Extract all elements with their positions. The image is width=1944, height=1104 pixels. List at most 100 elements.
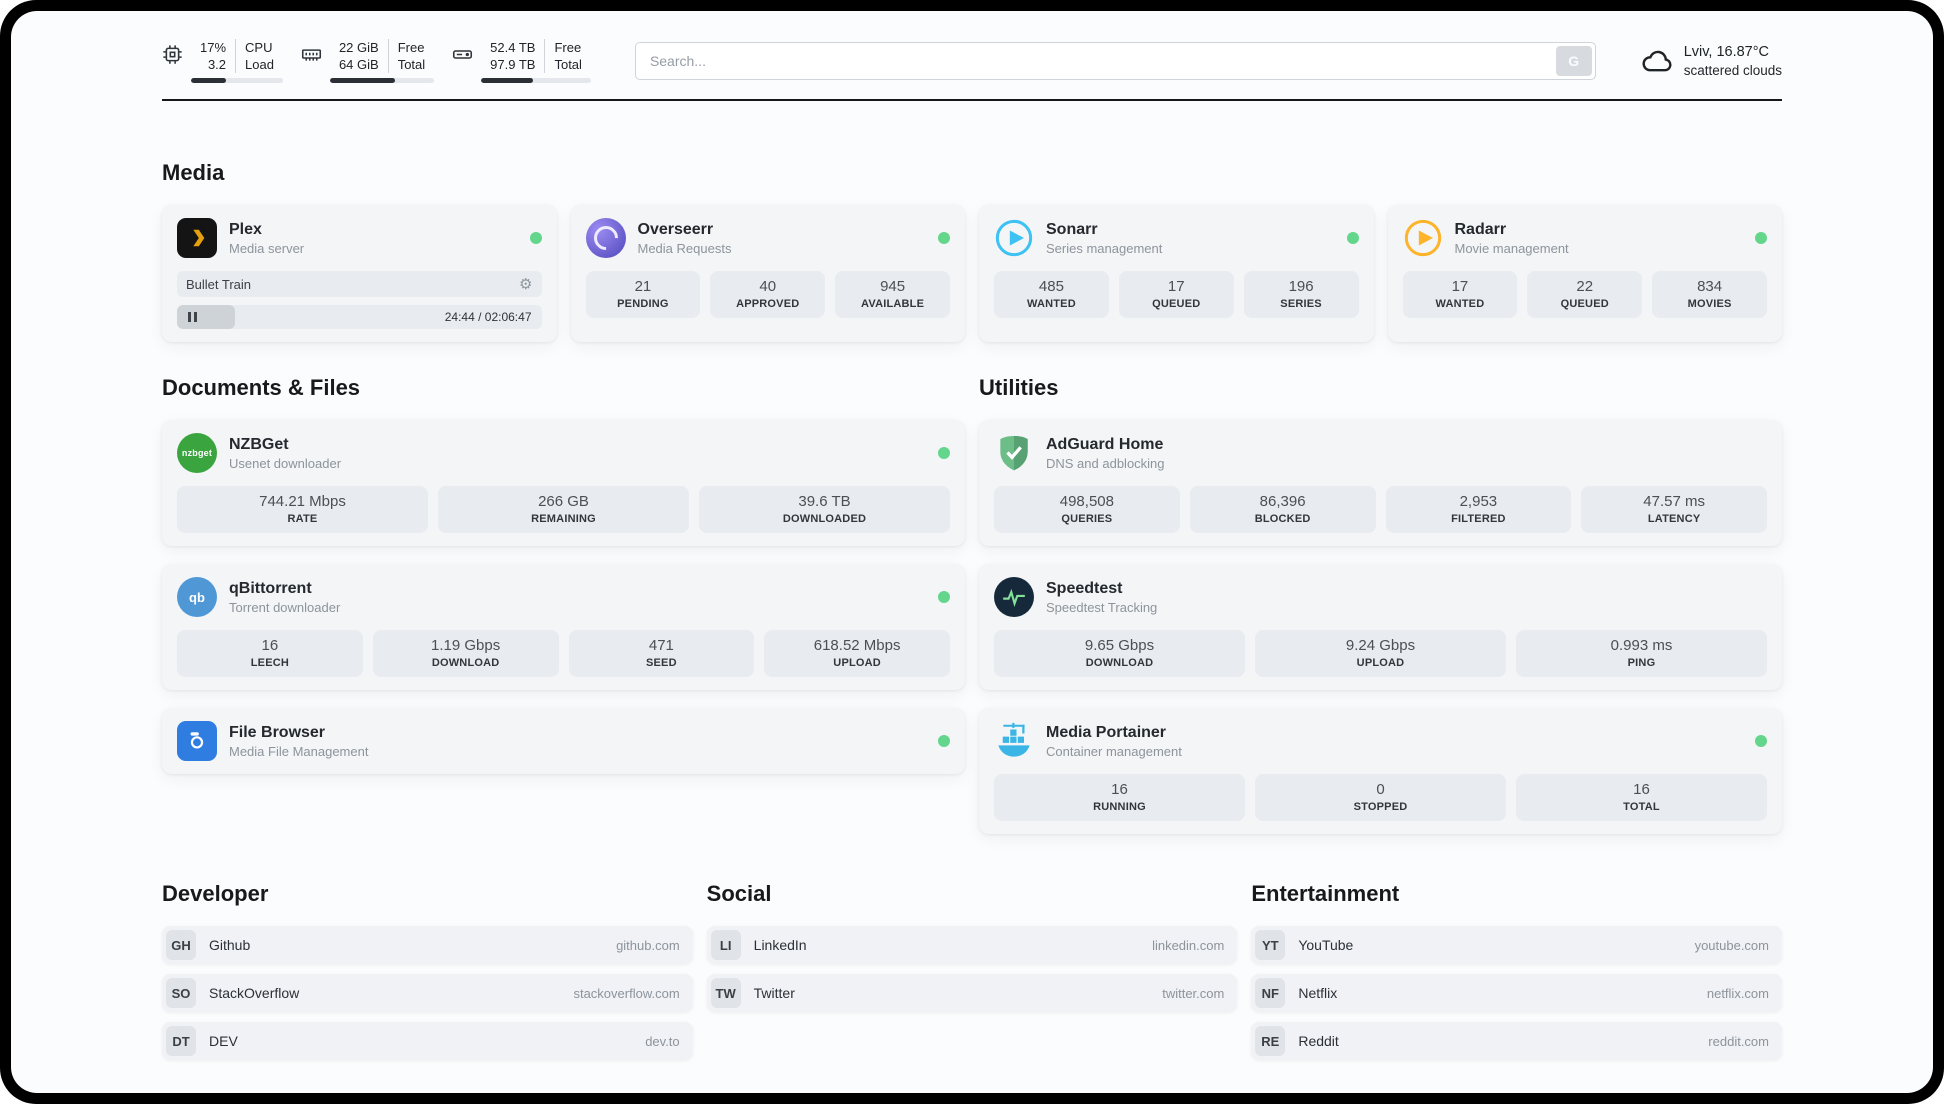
- entertainment-title: Entertainment: [1251, 881, 1400, 906]
- bookmark-stackoverflow[interactable]: SO StackOverflow stackoverflow.com: [162, 974, 693, 1012]
- app-desc: Media Requests: [637, 240, 732, 256]
- speedtest-card[interactable]: Speedtest Speedtest Tracking 9.65 Gbps DO…: [979, 564, 1782, 690]
- plex-icon: [177, 218, 217, 258]
- app-desc: Media File Management: [229, 743, 369, 759]
- bookmark-reddit[interactable]: RE Reddit reddit.com: [1251, 1022, 1782, 1060]
- stat-wanted: 485 WANTED: [994, 271, 1109, 318]
- stat-total: 16 TOTAL: [1516, 774, 1767, 821]
- ram-free-label: Free: [397, 40, 425, 55]
- disk-free-value: 52.4 TB: [490, 40, 536, 55]
- status-dot: [938, 735, 950, 747]
- adguard-card[interactable]: AdGuard Home DNS and adblocking 498,508 Q…: [979, 420, 1782, 546]
- plex-card[interactable]: Plex Media server Bullet Train ⚙ 24:44 /…: [162, 205, 557, 342]
- bookmark-linkedin[interactable]: LI LinkedIn linkedin.com: [706, 926, 1238, 964]
- entertainment-bookmarks: Entertainment YT YouTube youtube.com NF …: [1251, 880, 1782, 1060]
- app-desc: Media server: [229, 240, 305, 256]
- bookmark-name: Reddit: [1298, 1033, 1339, 1049]
- app-name: NZBGet: [229, 435, 289, 453]
- filebrowser-card[interactable]: File Browser Media File Management: [162, 708, 965, 774]
- pause-icon[interactable]: [188, 312, 197, 322]
- stat-ping: 0.993 ms PING: [1516, 630, 1767, 677]
- bookmark-github[interactable]: GH Github github.com: [162, 926, 693, 964]
- stat-queued: 17 QUEUED: [1118, 271, 1234, 318]
- app-desc: Series management: [1046, 240, 1163, 256]
- stat-download: 9.65 Gbps DOWNLOAD: [994, 630, 1245, 677]
- overseerr-icon: [585, 218, 626, 258]
- status-dot: [938, 591, 950, 603]
- bookmark-netflix[interactable]: NF Netflix netflix.com: [1251, 974, 1782, 1012]
- disk-progress-bar: [481, 78, 591, 83]
- now-playing-title: Bullet Train: [186, 276, 252, 292]
- stat-pending: 21 PENDING: [585, 271, 701, 318]
- bookmark-url: dev.to: [645, 1033, 680, 1049]
- qbittorrent-icon: qb: [177, 577, 217, 617]
- ram-free-value: 22 GiB: [338, 40, 379, 55]
- search-engine-button[interactable]: G: [1555, 46, 1592, 76]
- stat-running: 16 RUNNING: [994, 774, 1245, 821]
- dashboard: 17% 3.2 CPU Load 22 GiB: [11, 11, 1933, 1093]
- bookmark-url: youtube.com: [1694, 937, 1769, 953]
- radarr-icon: [1403, 218, 1443, 258]
- social-title: Social: [706, 881, 772, 906]
- hard-drive-icon: [452, 44, 473, 65]
- cpu-load-label: Load: [245, 57, 274, 72]
- stat-download: 1.19 Gbps DOWNLOAD: [372, 630, 559, 677]
- app-name: Plex: [229, 220, 262, 238]
- stat-rate: 744.21 Mbps RATE: [177, 486, 428, 533]
- app-desc: Torrent downloader: [229, 599, 341, 615]
- bookmark-name: Netflix: [1298, 985, 1338, 1001]
- app-desc: DNS and adblocking: [1046, 455, 1165, 471]
- bookmark-abbr: GH: [166, 930, 196, 960]
- ram-progress-bar: [329, 78, 435, 83]
- status-dot: [938, 447, 950, 459]
- sonarr-icon: [994, 218, 1034, 258]
- plex-player-bar[interactable]: 24:44 / 02:06:47: [177, 305, 542, 329]
- documents-section: Documents & Files nzbget NZBGet Usenet d…: [162, 374, 965, 834]
- header-divider: [162, 99, 1782, 101]
- stat-upload: 9.24 Gbps UPLOAD: [1255, 630, 1506, 677]
- stat-queued: 22 QUEUED: [1527, 271, 1643, 318]
- bookmark-youtube[interactable]: YT YouTube youtube.com: [1251, 926, 1782, 964]
- app-desc: Usenet downloader: [229, 455, 342, 471]
- bookmark-name: Github: [209, 937, 251, 953]
- bookmark-name: YouTube: [1298, 937, 1354, 953]
- disk-free-label: Free: [554, 40, 582, 55]
- stat-stopped: 0 STOPPED: [1255, 774, 1506, 821]
- bookmark-abbr: TW: [710, 978, 741, 1008]
- stat-upload: 618.52 Mbps UPLOAD: [764, 630, 950, 677]
- sonarr-card[interactable]: Sonarr Series management 485 WANTED 17 QUE…: [979, 205, 1374, 342]
- radarr-card[interactable]: Radarr Movie management 17 WANTED 22 QUEUE…: [1387, 205, 1782, 342]
- player-progress-fill: [177, 305, 236, 329]
- developer-bookmarks: Developer GH Github github.com SO StackO…: [162, 880, 693, 1060]
- stat-downloaded: 39.6 TB DOWNLOADED: [699, 486, 950, 533]
- overseerr-card[interactable]: Overseerr Media Requests 21 PENDING 40 APP…: [570, 205, 965, 342]
- adguard-shield-icon: [994, 433, 1034, 473]
- ram-icon: [301, 44, 322, 65]
- app-name: AdGuard Home: [1046, 435, 1164, 453]
- gear-icon[interactable]: ⚙: [519, 275, 533, 293]
- ram-total-value: 64 GiB: [338, 57, 379, 72]
- stat-seed: 471 SEED: [568, 630, 755, 677]
- portainer-card[interactable]: Media Portainer Container management 16 R…: [979, 708, 1782, 834]
- stat-queries: 498,508 QUERIES: [994, 486, 1180, 533]
- search-input[interactable]: [634, 42, 1596, 80]
- qbittorrent-card[interactable]: qb qBittorrent Torrent downloader 16 LEEC…: [162, 564, 965, 690]
- bookmark-twitter[interactable]: TW Twitter twitter.com: [706, 974, 1238, 1012]
- media-section: Media Plex Media server Bullet Train ⚙: [162, 159, 1782, 342]
- app-desc: Container management: [1046, 743, 1182, 759]
- nzbget-card[interactable]: nzbget NZBGet Usenet downloader 744.21 M…: [162, 420, 965, 546]
- bookmark-abbr: SO: [166, 978, 196, 1008]
- bookmark-dev[interactable]: DT DEV dev.to: [162, 1022, 693, 1060]
- bookmark-name: StackOverflow: [209, 985, 300, 1001]
- bookmark-url: twitter.com: [1162, 985, 1225, 1001]
- documents-section-title: Documents & Files: [162, 375, 361, 400]
- cpu-load-value: 3.2: [207, 57, 227, 72]
- bookmark-name: DEV: [209, 1033, 238, 1049]
- bookmark-url: netflix.com: [1706, 985, 1769, 1001]
- stat-wanted: 17 WANTED: [1402, 271, 1518, 318]
- disk-total-label: Total: [554, 57, 582, 72]
- status-dot: [1755, 735, 1767, 747]
- app-name: qBittorrent: [229, 579, 312, 597]
- app-name: Sonarr: [1046, 220, 1098, 238]
- bookmark-url: stackoverflow.com: [573, 985, 680, 1001]
